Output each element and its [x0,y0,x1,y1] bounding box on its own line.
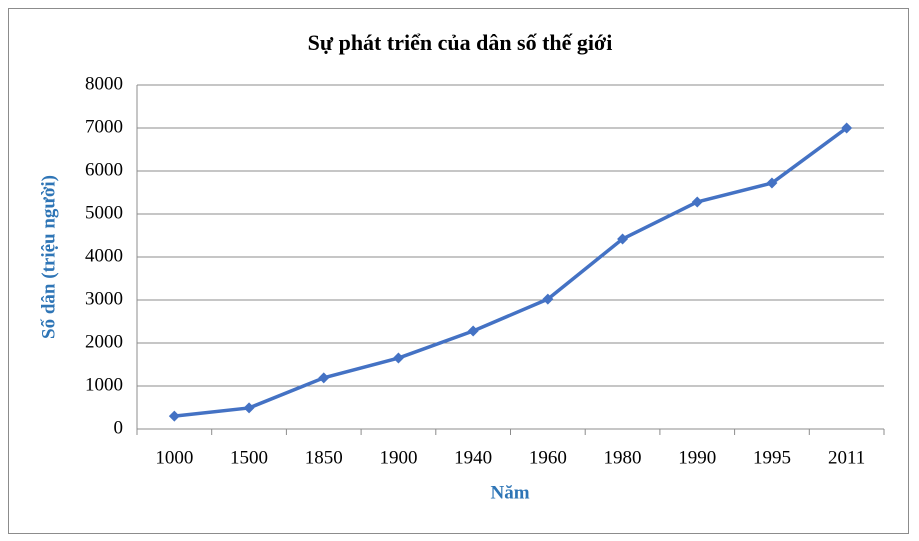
x-axis-label: Năm [490,482,529,503]
y-axis-label: Số dân (triệu người) [38,175,59,339]
x-tick-label: 1940 [454,447,492,468]
y-tick-label: 0 [114,417,124,438]
x-tick-label: 1990 [678,447,716,468]
x-tick-label: 1500 [230,447,268,468]
x-tick-label: 1000 [155,447,193,468]
y-tick-label: 7000 [85,116,123,137]
data-marker [168,410,180,422]
x-tick-label: 1960 [529,447,567,468]
y-tick-label: 3000 [85,288,123,309]
data-marker [766,177,778,189]
x-tick-label: 1850 [305,447,343,468]
y-tick-label: 1000 [85,374,123,395]
data-marker [542,293,554,305]
data-marker [617,233,629,245]
data-line [174,126,848,418]
data-marker [243,402,255,414]
x-tick-label: 2011 [828,447,865,468]
data-marker [392,352,404,364]
chart-frame [8,8,909,534]
y-tick-label: 6000 [85,159,123,180]
x-tick-label: 1980 [604,447,642,468]
y-tick-label: 4000 [85,245,123,266]
x-tick-label: 1995 [753,447,791,468]
y-tick-label: 8000 [85,73,123,94]
y-tick-label: 5000 [85,202,123,223]
chart-title: Sự phát triển của dân số thế giới [308,30,613,55]
data-marker [691,196,703,208]
x-tick-label: 1900 [379,447,417,468]
y-tick-label: 2000 [85,331,123,352]
data-marker [467,325,479,337]
data-marker [841,122,853,134]
data-marker [318,372,330,384]
